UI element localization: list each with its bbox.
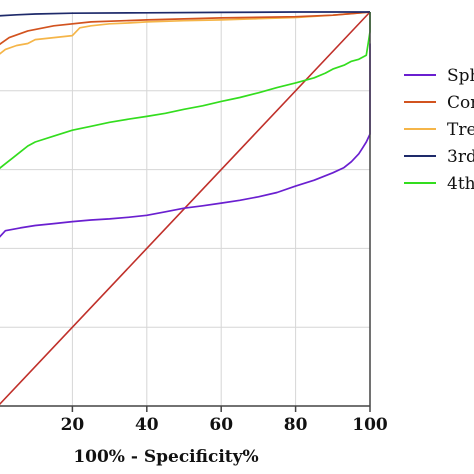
x-axis-ticks: 20 40 60 80 100: [61, 406, 388, 435]
x-axis-title: 100% - Specificity%: [73, 447, 258, 467]
series-line-sph: [0, 43, 371, 238]
series-lines: [0, 11, 371, 406]
legend-label-con: Con: [447, 93, 474, 113]
x-tick-label: 20: [61, 415, 85, 435]
legend-label-3rd: 3rd: [447, 147, 474, 167]
reference-diagonal-line: [0, 11, 371, 406]
x-tick-label: 60: [209, 415, 233, 435]
series-line-4th: [0, 12, 371, 170]
legend: Sph Con Tre 3rd 4th: [404, 66, 474, 194]
x-tick-label: 40: [135, 415, 159, 435]
x-tick-label: 80: [284, 415, 308, 435]
legend-label-sph: Sph: [447, 66, 474, 86]
legend-label-tre: Tre: [447, 120, 474, 140]
series-line-3rd: [0, 11, 370, 17]
legend-label-4th: 4th: [447, 174, 474, 194]
grid-lines: [0, 12, 370, 406]
x-tick-label: 100: [352, 415, 388, 435]
series-line-con: [0, 11, 371, 46]
series-line-tre: [0, 11, 371, 55]
plot-axes: [0, 12, 371, 407]
